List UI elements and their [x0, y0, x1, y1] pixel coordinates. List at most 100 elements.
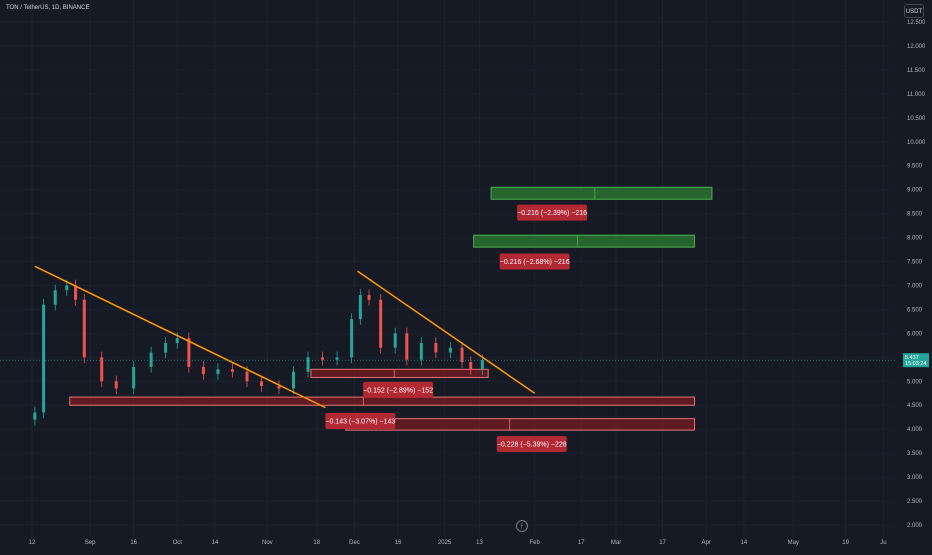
last-price-label: 5.437: [905, 355, 919, 361]
candle: [201, 366, 205, 375]
x-tick-label: 13: [476, 540, 483, 546]
x-tick-label: Sep: [85, 540, 96, 546]
y-tick-label: 4.000: [907, 427, 923, 433]
candle: [460, 347, 464, 363]
candle: [114, 381, 118, 389]
y-tick-label: 8.500: [907, 212, 923, 218]
measure-label: −0.228 (−5.39%) −228: [497, 442, 567, 449]
y-tick-label: 10.500: [907, 116, 926, 122]
y-tick-label: 7.500: [907, 260, 923, 266]
candle: [164, 342, 168, 353]
x-tick-label: May: [788, 540, 799, 546]
candle: [245, 371, 249, 382]
red-zone: [69, 396, 695, 406]
candle: [419, 342, 423, 360]
y-tick-label: 2.000: [907, 523, 923, 529]
y-tick-label: 7.000: [907, 283, 923, 289]
candle: [53, 290, 57, 305]
x-tick-label: Apr: [701, 540, 710, 546]
x-tick-label: Feb: [530, 540, 541, 546]
candle: [74, 285, 78, 300]
green-zone: [473, 234, 695, 248]
x-tick-label: 12: [29, 540, 36, 546]
red-zone: [345, 418, 695, 431]
candle: [277, 386, 281, 389]
candle: [335, 357, 339, 360]
candle: [100, 357, 104, 382]
x-tick-label: Mar: [611, 540, 621, 546]
measure-label-box: [325, 413, 396, 430]
candle: [187, 338, 191, 367]
candle: [358, 295, 362, 320]
candle: [33, 412, 37, 420]
candle: [42, 304, 46, 413]
y-tick-label: 10.000: [907, 140, 926, 146]
tradingview-logo: ϝ: [516, 520, 528, 532]
candle: [216, 369, 220, 375]
candle: [350, 319, 354, 358]
y-tick-label: 11.500: [907, 68, 926, 74]
candle: [230, 369, 234, 372]
last-price-tag: [903, 353, 929, 368]
x-tick-label: Nov: [262, 540, 273, 546]
candle: [469, 362, 473, 370]
measure-label: −0.152 (−2.89%) −152: [363, 387, 433, 394]
x-tick-label: 17: [578, 540, 585, 546]
x-tick-label: 14: [212, 540, 219, 546]
y-tick-label: 11.000: [907, 92, 926, 98]
candle: [82, 299, 86, 358]
y-tick-label: 3.000: [907, 475, 923, 481]
measure-label: −0.216 (−2.39%) −216: [517, 210, 587, 217]
candle: [379, 299, 383, 348]
candle: [132, 366, 136, 389]
y-tick-label: 6.000: [907, 331, 923, 337]
y-tick-label: 9.500: [907, 164, 923, 170]
x-tick-label: 16: [130, 540, 137, 546]
x-tick-label: 2025: [438, 540, 452, 546]
x-tick-label: Ju: [880, 540, 886, 546]
trendline: [356, 270, 536, 394]
candle: [260, 381, 264, 387]
symbol-legend: TON / TetherUS, 1D, BINANCE: [6, 5, 90, 11]
candle: [434, 342, 438, 353]
x-tick-label: 17: [659, 540, 666, 546]
y-tick-label: 12.000: [907, 44, 926, 50]
measure-label: −0.143 (−3.07%) −143: [325, 419, 395, 426]
measure-label-box: [496, 436, 567, 453]
y-tick-label: 2.500: [907, 499, 923, 505]
measure-label-box: [499, 253, 570, 270]
currency-button[interactable]: USDT: [904, 4, 924, 18]
y-tick-label: 5.000: [907, 379, 923, 385]
candle: [291, 371, 295, 389]
last-price-label: 15:03:24: [905, 361, 926, 367]
measure-label-box: [517, 204, 588, 221]
x-tick-label: 14: [741, 540, 748, 546]
candle: [405, 333, 409, 360]
y-tick-label: 6.500: [907, 307, 923, 313]
candle: [321, 357, 325, 360]
y-tick-label: 9.000: [907, 188, 923, 194]
y-tick-label: 3.500: [907, 451, 923, 457]
measure-label-box: [363, 381, 434, 398]
measure-label: −0.216 (−2.68%) −216: [500, 259, 570, 266]
y-tick-label: 12.500: [907, 20, 926, 26]
x-tick-label: 16: [395, 540, 402, 546]
y-tick-label: 4.500: [907, 403, 923, 409]
red-zone: [310, 368, 489, 378]
x-tick-label: 18: [313, 540, 320, 546]
candle: [149, 352, 153, 367]
candle: [480, 360, 484, 370]
green-zone: [490, 186, 713, 200]
x-tick-label: Dec: [349, 540, 360, 546]
candle: [175, 338, 179, 343]
candle: [393, 333, 397, 348]
x-tick-label: 19: [842, 540, 849, 546]
candle: [448, 347, 452, 353]
candle: [306, 357, 310, 372]
candle: [367, 295, 371, 300]
x-tick-label: Oct: [173, 540, 183, 546]
y-tick-label: 8.000: [907, 236, 923, 242]
trendline: [34, 265, 326, 409]
